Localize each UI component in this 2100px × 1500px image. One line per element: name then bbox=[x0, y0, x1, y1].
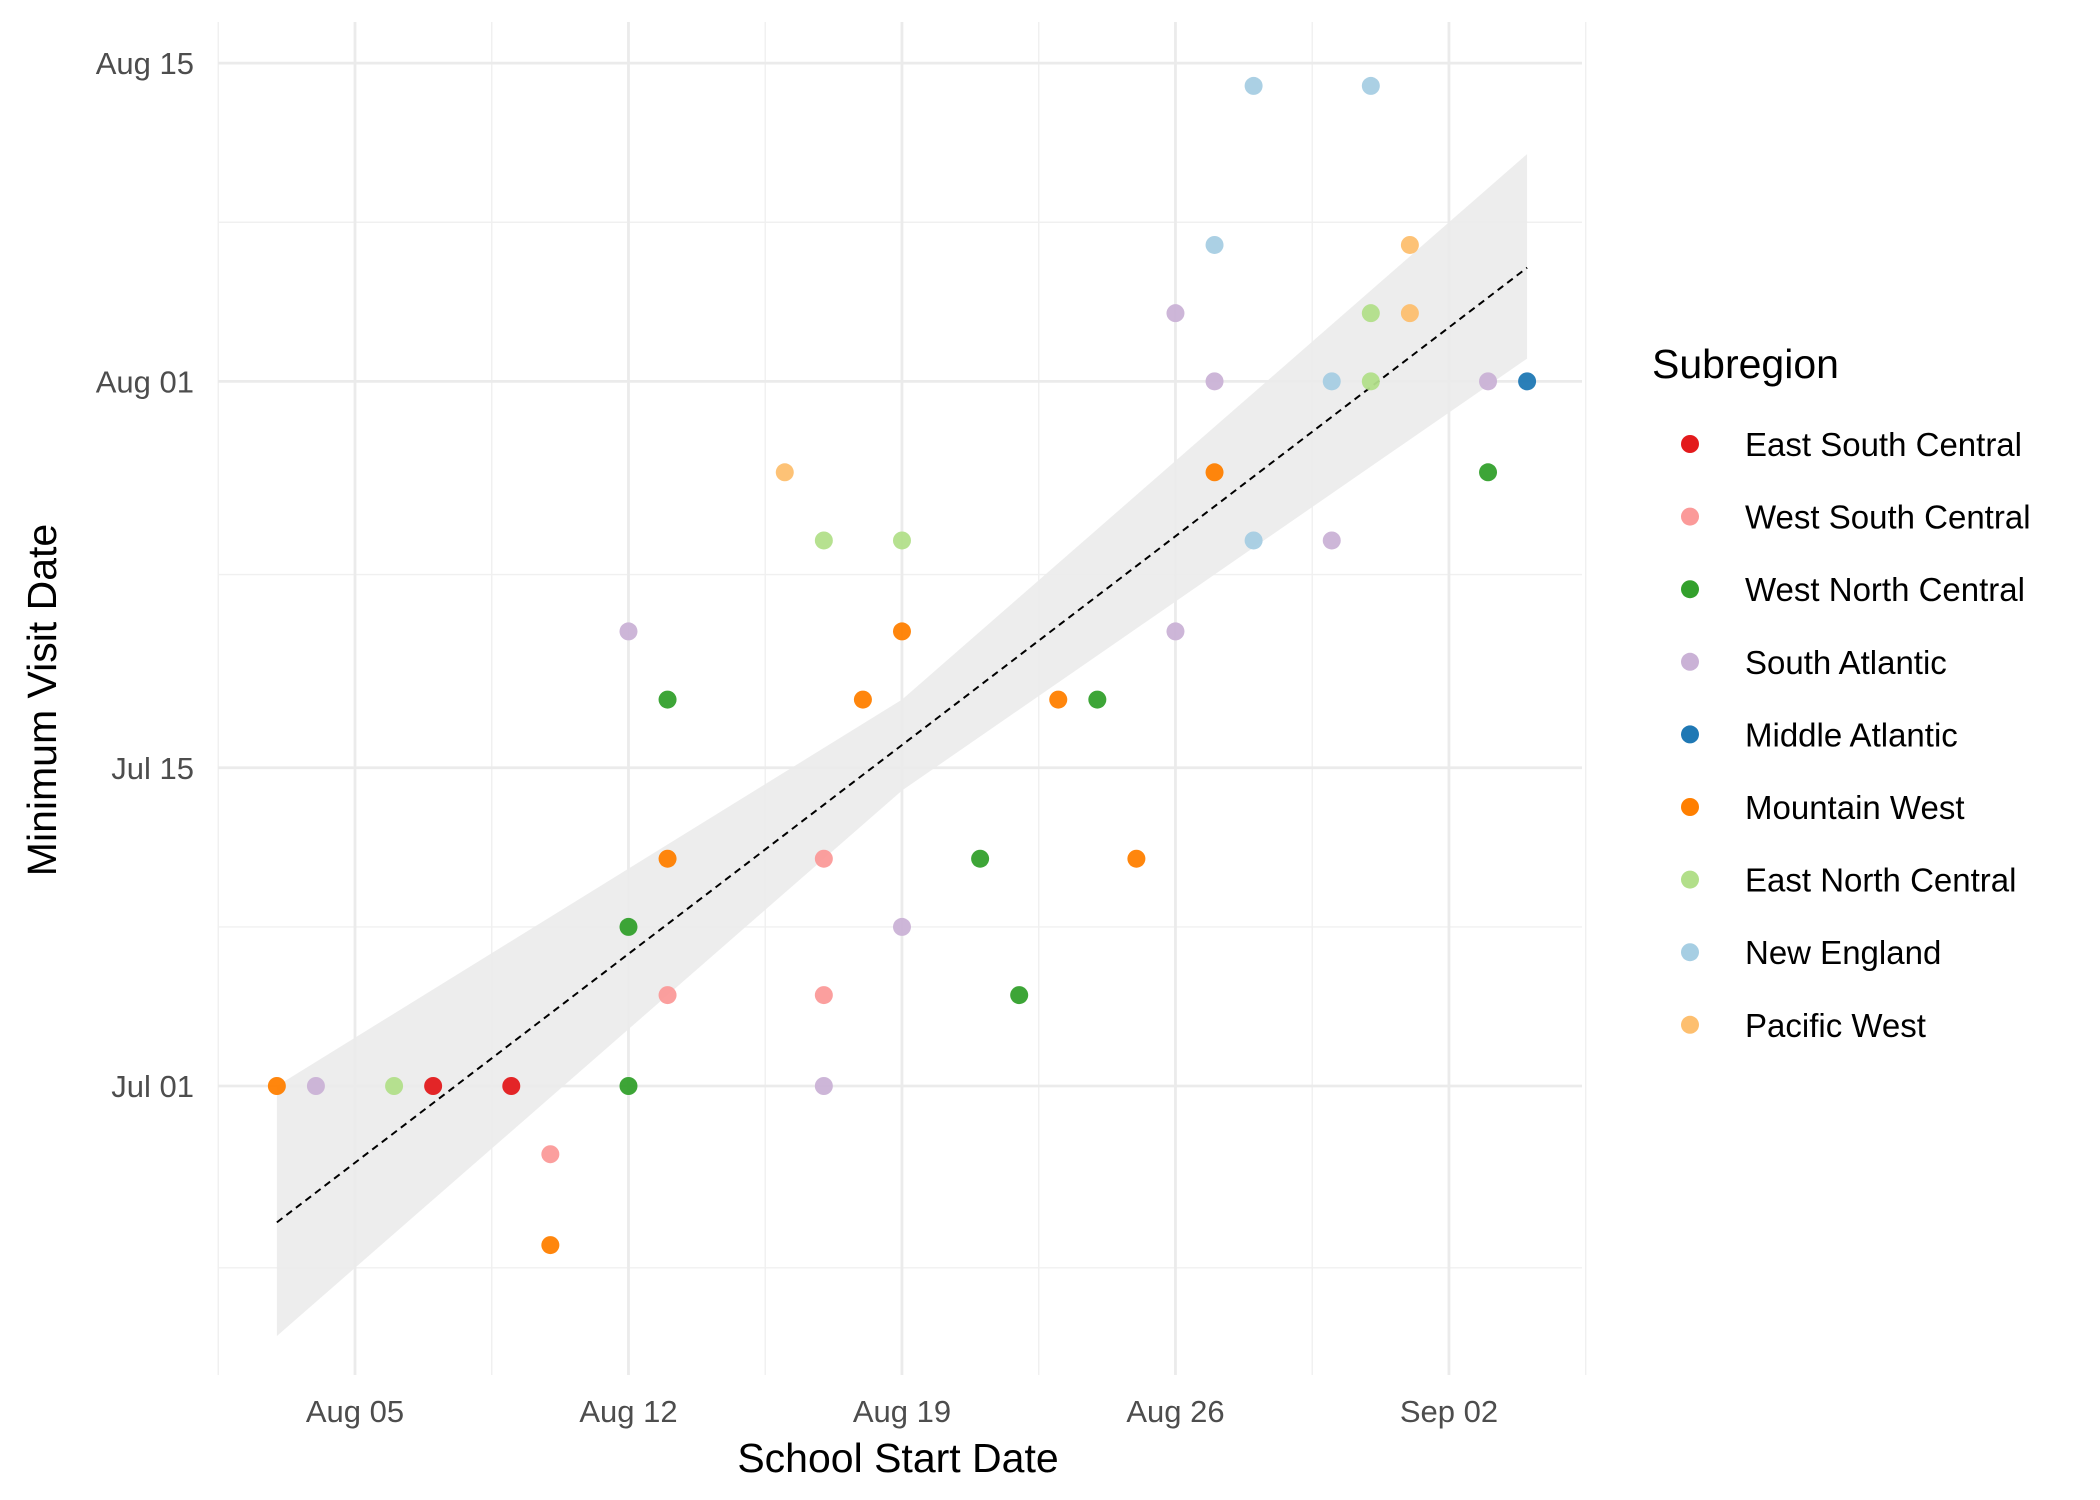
legend-items: East South Central West South Central West… bbox=[1681, 426, 2031, 1044]
legend-item: East South Central bbox=[1681, 426, 2022, 463]
legend-item: South Atlantic bbox=[1681, 644, 1947, 681]
legend-label: Pacific West bbox=[1745, 1007, 1926, 1044]
point-west-north-central bbox=[619, 917, 638, 936]
point-pacific-west bbox=[1400, 235, 1419, 254]
legend-item: Middle Atlantic bbox=[1681, 716, 1958, 753]
legend-item: Mountain West bbox=[1681, 789, 1965, 826]
y-tick-label: Jul 15 bbox=[111, 751, 194, 786]
point-pacific-west bbox=[1400, 304, 1419, 323]
x-tick-label: Aug 26 bbox=[1126, 1394, 1224, 1429]
point-east-north-central bbox=[814, 531, 833, 550]
legend: Subregion East South Central West South C… bbox=[1652, 341, 2031, 1044]
point-mountain-west bbox=[1127, 849, 1146, 868]
point-west-north-central bbox=[619, 1077, 638, 1095]
point-west-south-central bbox=[658, 986, 677, 1005]
point-south-atlantic bbox=[1479, 372, 1498, 391]
legend-key bbox=[1681, 507, 1699, 526]
point-east-north-central bbox=[1361, 372, 1380, 391]
y-axis-tick-labels: Jul 01 Jul 15 Aug 01 Aug 15 bbox=[96, 46, 194, 1104]
legend-item: West South Central bbox=[1681, 499, 2031, 536]
legend-label: Mountain West bbox=[1745, 789, 1965, 826]
legend-label: West North Central bbox=[1745, 571, 2025, 608]
legend-key bbox=[1681, 943, 1699, 962]
point-pacific-west bbox=[775, 463, 794, 482]
legend-label: South Atlantic bbox=[1745, 644, 1947, 681]
legend-label: East South Central bbox=[1745, 426, 2022, 463]
y-tick-label: Jul 01 bbox=[111, 1069, 194, 1104]
point-mountain-west bbox=[1049, 690, 1068, 709]
legend-item: West North Central bbox=[1681, 571, 2025, 608]
point-east-south-central bbox=[502, 1077, 521, 1095]
legend-item: New England bbox=[1681, 934, 1941, 971]
x-tick-label: Aug 05 bbox=[306, 1394, 404, 1429]
legend-key bbox=[1681, 652, 1699, 671]
trend-line bbox=[276, 266, 1528, 1224]
x-tick-label: Sep 02 bbox=[1400, 1394, 1498, 1429]
point-new-england bbox=[1244, 531, 1263, 550]
point-south-atlantic bbox=[1205, 372, 1224, 391]
x-tick-label: Aug 19 bbox=[853, 1394, 951, 1429]
point-west-south-central bbox=[814, 986, 833, 1005]
point-middle-atlantic bbox=[1518, 372, 1537, 391]
minor-gridlines bbox=[217, 22, 1587, 1375]
legend-label: New England bbox=[1745, 934, 1941, 971]
point-east-north-central bbox=[1361, 304, 1380, 323]
point-south-atlantic bbox=[1166, 622, 1185, 641]
point-west-north-central bbox=[971, 849, 990, 868]
point-west-north-central bbox=[1088, 690, 1107, 709]
point-mountain-west bbox=[892, 622, 911, 641]
point-south-atlantic bbox=[306, 1077, 325, 1095]
point-west-north-central bbox=[658, 690, 677, 709]
legend-key bbox=[1681, 870, 1699, 889]
legend-key bbox=[1681, 798, 1699, 816]
y-axis-title: Minimum Visit Date bbox=[19, 524, 65, 876]
point-east-south-central bbox=[424, 1077, 443, 1095]
legend-key bbox=[1681, 580, 1699, 599]
data-points bbox=[267, 76, 1537, 1255]
point-south-atlantic bbox=[892, 917, 911, 936]
point-mountain-west bbox=[658, 849, 677, 868]
point-east-north-central bbox=[385, 1077, 404, 1095]
point-mountain-west bbox=[853, 690, 872, 709]
point-mountain-west bbox=[1205, 463, 1224, 482]
x-tick-label: Aug 12 bbox=[579, 1394, 677, 1429]
legend-title: Subregion bbox=[1652, 341, 1839, 387]
legend-label: West South Central bbox=[1745, 499, 2031, 536]
x-axis-tick-labels: Aug 05 Aug 12 Aug 19 Aug 26 Sep 02 bbox=[306, 1394, 1498, 1429]
point-west-south-central bbox=[814, 849, 833, 868]
point-west-north-central bbox=[1010, 986, 1029, 1005]
plot-panel bbox=[217, 22, 1587, 1375]
legend-label: East North Central bbox=[1745, 862, 2016, 899]
legend-key bbox=[1681, 435, 1699, 453]
point-new-england bbox=[1244, 76, 1263, 95]
y-tick-label: Aug 01 bbox=[96, 364, 194, 399]
point-east-north-central bbox=[892, 531, 911, 550]
point-west-north-central bbox=[1479, 463, 1498, 482]
x-axis-title: School Start Date bbox=[737, 1435, 1058, 1481]
point-south-atlantic bbox=[1322, 531, 1341, 550]
legend-key bbox=[1681, 725, 1699, 744]
point-south-atlantic bbox=[619, 622, 638, 641]
point-mountain-west bbox=[541, 1236, 560, 1255]
point-west-south-central bbox=[541, 1145, 560, 1164]
point-south-atlantic bbox=[814, 1077, 833, 1095]
y-tick-label: Aug 15 bbox=[96, 46, 194, 81]
legend-label: Middle Atlantic bbox=[1745, 716, 1958, 753]
point-new-england bbox=[1205, 235, 1224, 254]
legend-key bbox=[1681, 1015, 1699, 1034]
point-mountain-west bbox=[267, 1077, 286, 1095]
point-south-atlantic bbox=[1166, 304, 1185, 323]
point-new-england bbox=[1322, 372, 1341, 391]
legend-item: East North Central bbox=[1681, 862, 2016, 899]
legend-item: Pacific West bbox=[1681, 1007, 1926, 1044]
point-new-england bbox=[1361, 76, 1380, 95]
